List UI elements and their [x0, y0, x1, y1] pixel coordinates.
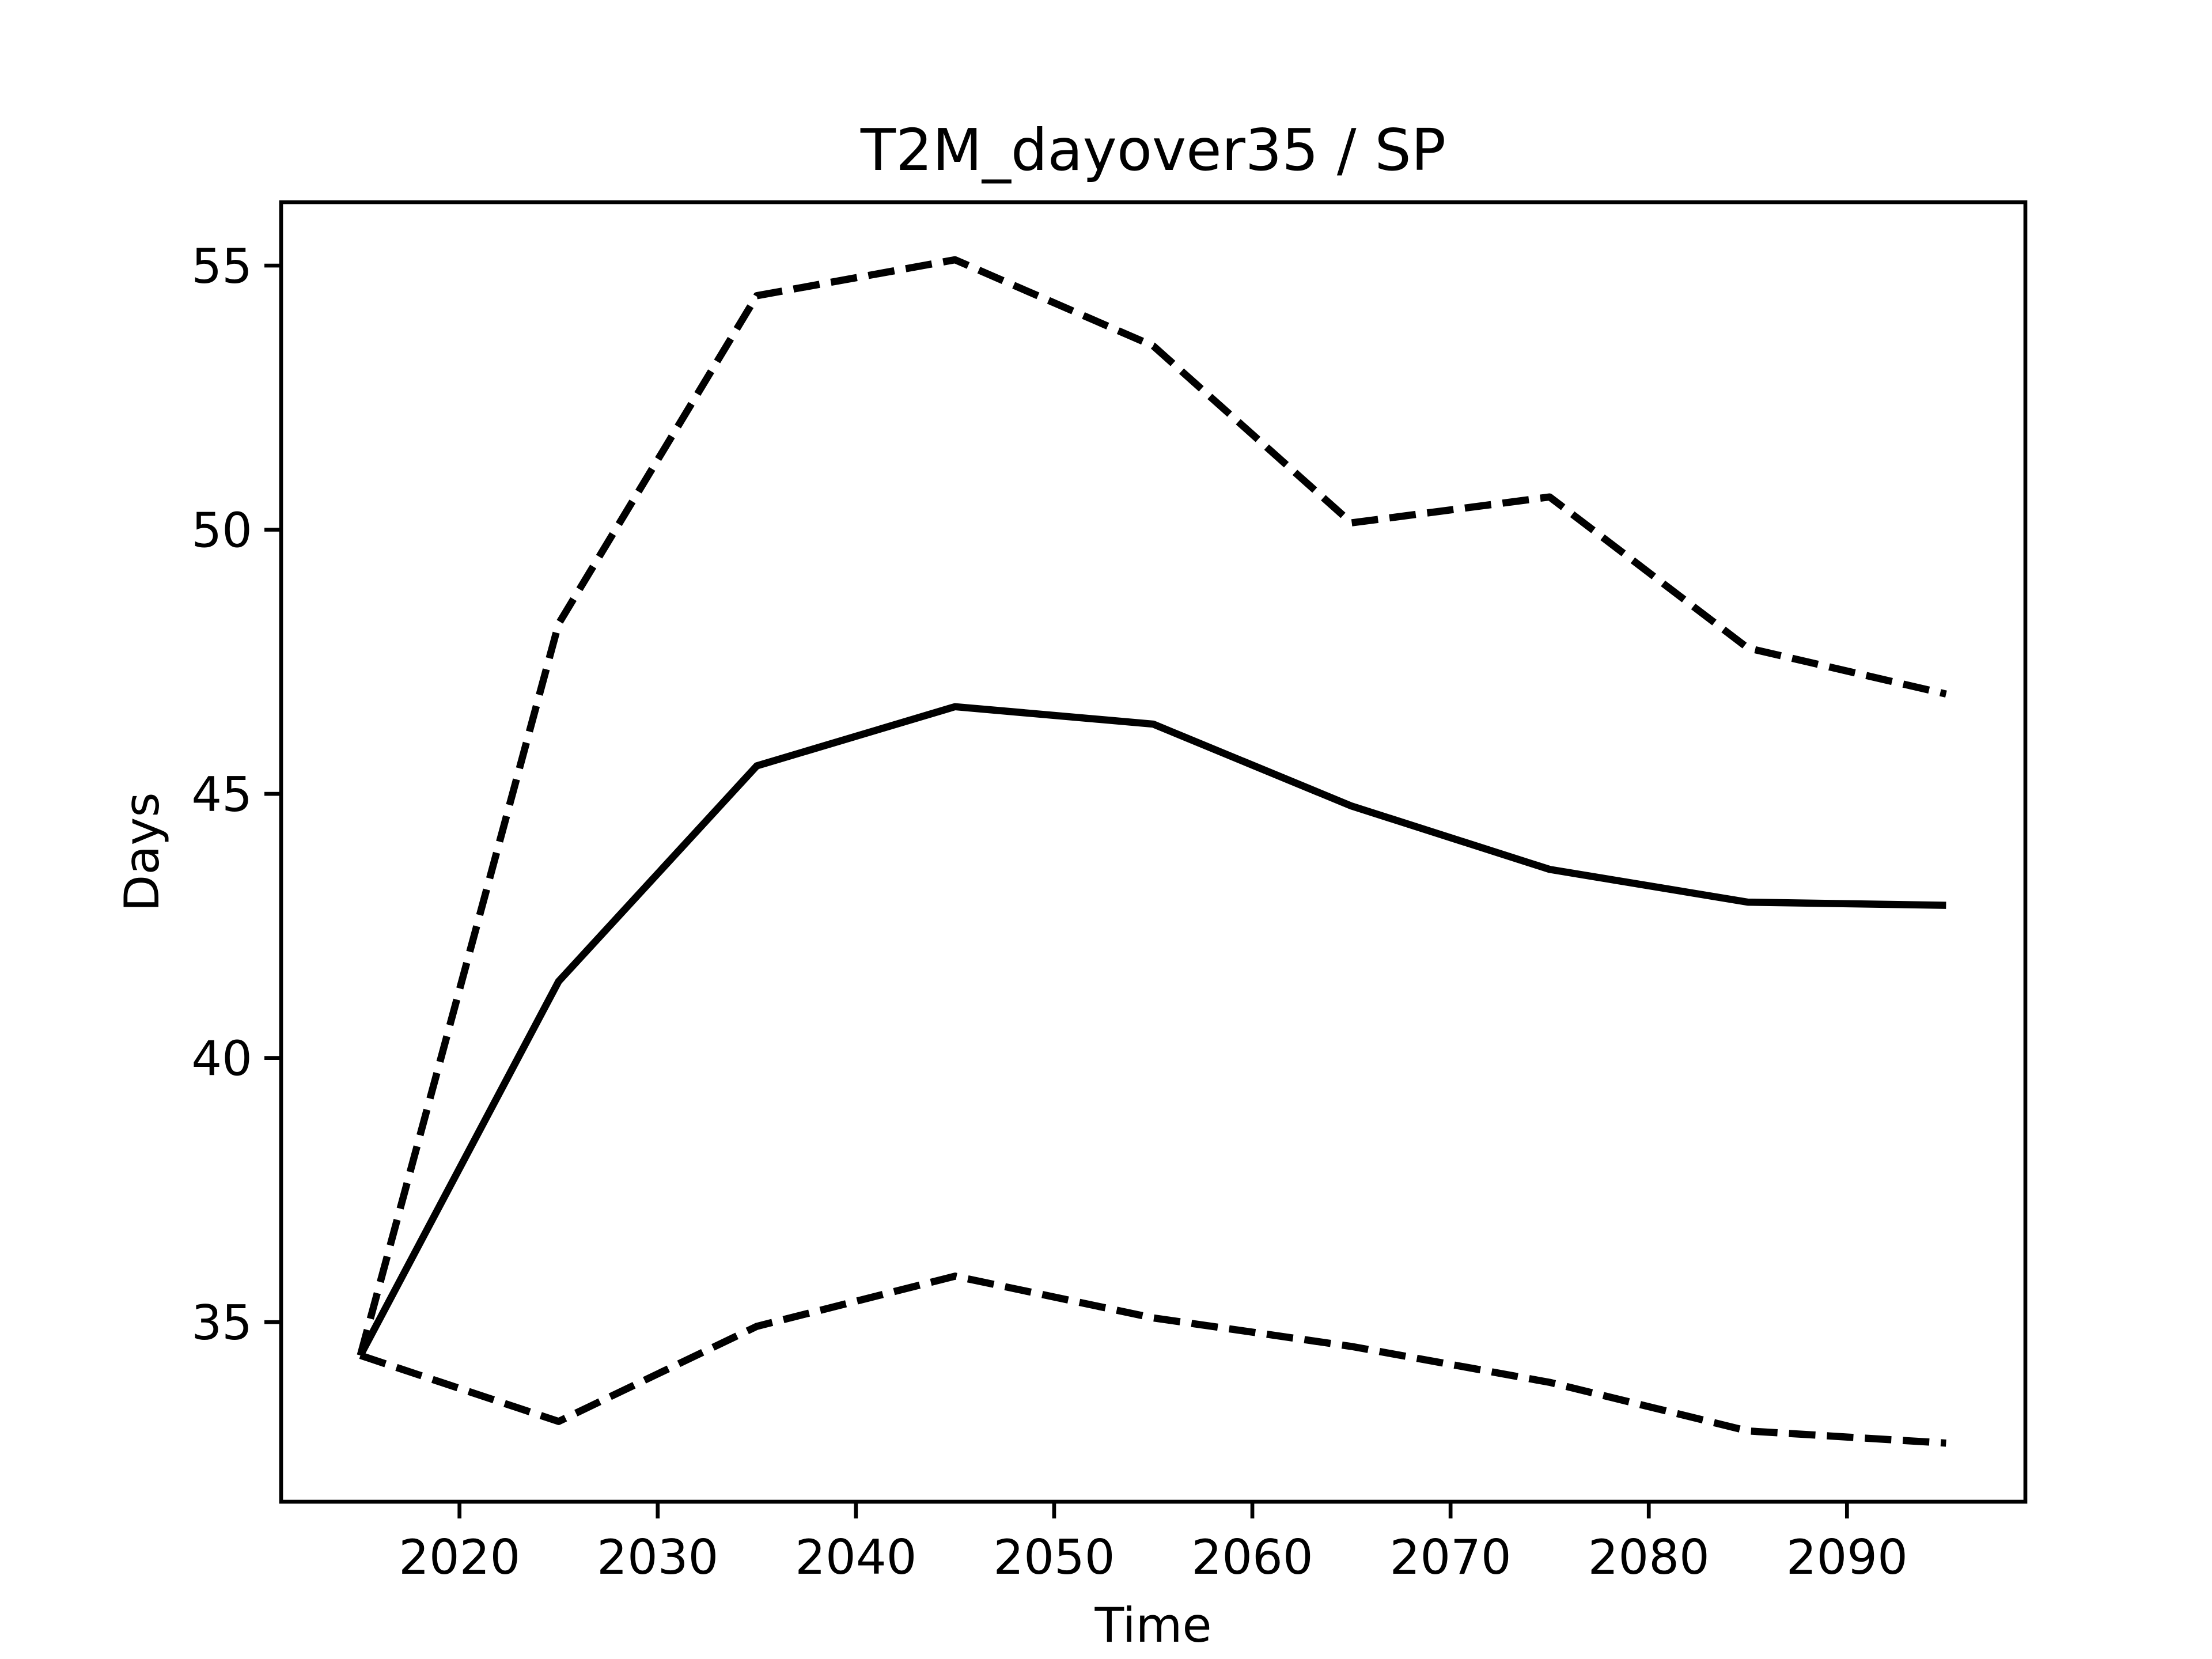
x-tick-label: 2040 [795, 1529, 916, 1585]
x-tick-label: 2030 [597, 1529, 718, 1585]
y-axis-label: Days [114, 792, 170, 911]
x-tick-label: 2020 [399, 1529, 520, 1585]
x-tick-label: 2050 [993, 1529, 1115, 1585]
x-axis-label: Time [1094, 1597, 1211, 1653]
data-line [359, 1272, 1946, 1447]
chart-title: T2M_dayover35 / SP [860, 116, 1446, 184]
data-line [357, 256, 1947, 1357]
data-line [357, 703, 1946, 1357]
y-tick-label: 50 [191, 503, 252, 559]
x-tick-label: 2090 [1786, 1529, 1908, 1585]
x-tick-label: 2080 [1588, 1529, 1710, 1585]
y-tick-label: 45 [191, 767, 252, 823]
y-tick-label: 55 [191, 238, 252, 294]
plot-frame [279, 200, 2028, 1504]
x-tick-label: 2070 [1390, 1529, 1512, 1585]
y-tick-label: 35 [191, 1295, 252, 1351]
x-tick-label: 2060 [1191, 1529, 1313, 1585]
y-tick-label: 40 [191, 1031, 252, 1087]
